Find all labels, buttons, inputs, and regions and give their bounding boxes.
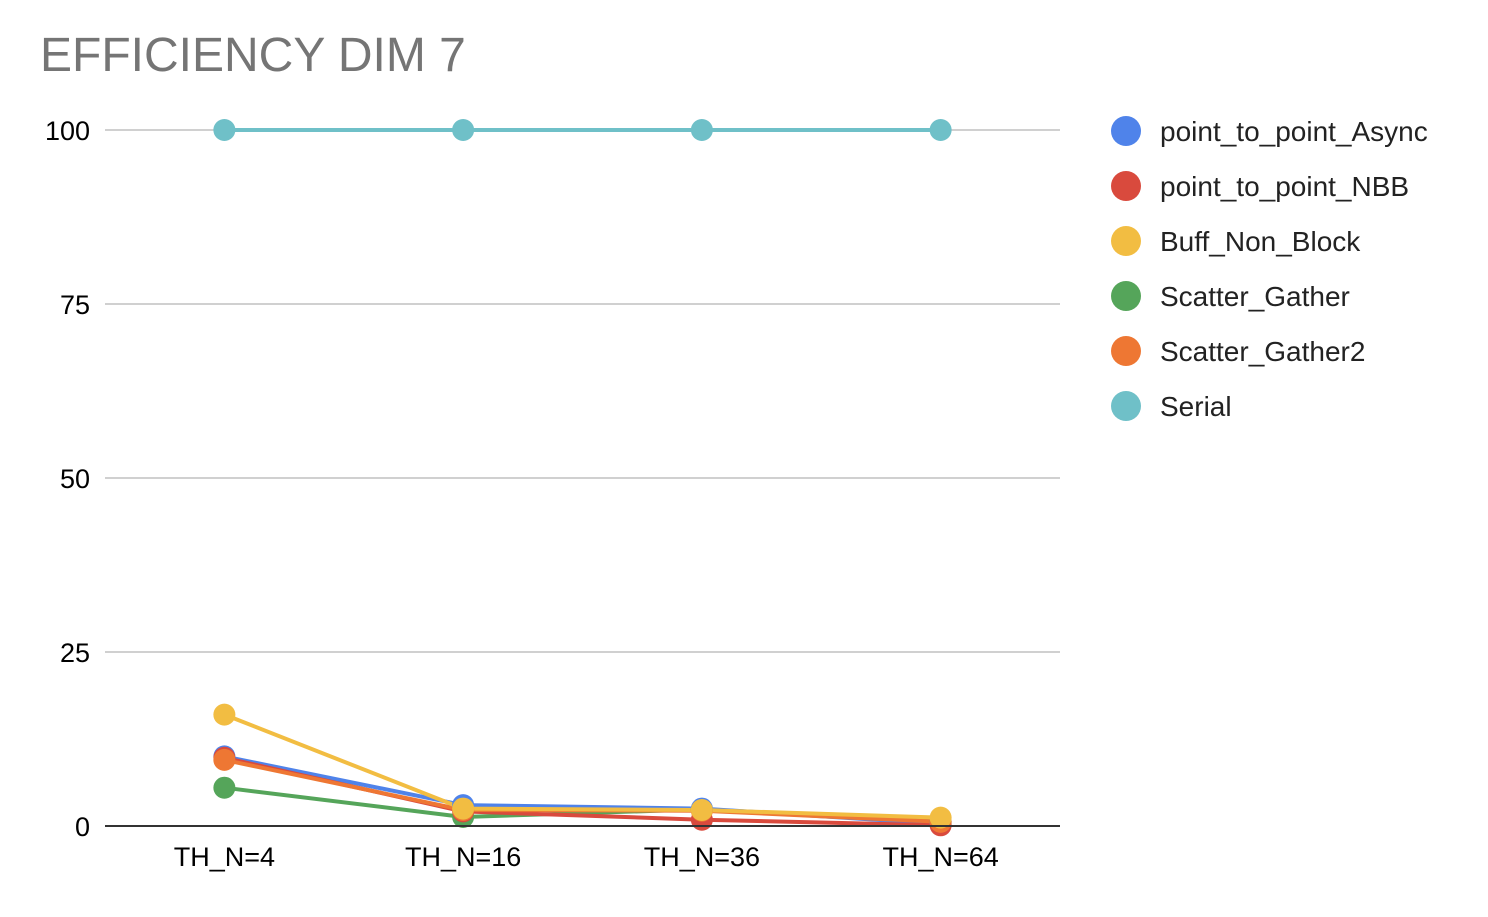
y-tick-label: 0 [75,812,90,842]
legend-swatch [1111,336,1141,366]
legend-swatch [1111,281,1141,311]
legend-swatch [1111,226,1141,256]
y-tick-label: 50 [60,464,90,494]
x-tick-label: TH_N=4 [174,842,275,872]
data-point [213,748,236,771]
y-axis-ticks: 0 25 50 75 100 [45,116,90,842]
x-tick-label: TH_N=36 [644,842,760,872]
data-point [213,776,236,799]
legend-label: point_to_point_Async [1160,116,1428,147]
data-point [452,119,475,141]
x-axis-ticks: TH_N=4 TH_N=16 TH_N=36 TH_N=64 [174,842,999,872]
legend-label: Buff_Non_Block [1160,226,1361,257]
series-lines [223,128,941,828]
y-tick-label: 75 [60,290,90,320]
y-tick-label: 100 [45,116,90,146]
legend-label: point_to_point_NBB [1160,171,1409,202]
legend-label: Scatter_Gather2 [1160,336,1365,367]
legend-swatch [1111,171,1141,201]
data-point [690,798,713,821]
legend-label: Serial [1160,391,1232,422]
series-line [223,712,941,820]
data-point [452,797,475,820]
y-tick-label: 25 [60,638,90,668]
legend-swatch [1111,116,1141,146]
data-point [213,119,236,141]
legend: point_to_point_Async point_to_point_NBB Bu… [1111,116,1428,422]
legend-swatch [1111,391,1141,421]
data-point [929,806,952,829]
x-tick-label: TH_N=64 [882,842,998,872]
data-point [690,119,713,141]
chart-title: EFFICIENCY DIM 7 [40,29,466,82]
legend-label: Scatter_Gather [1160,281,1350,312]
x-tick-label: TH_N=16 [405,842,521,872]
data-point [213,703,236,726]
data-point [929,119,952,141]
gridlines [105,129,1060,653]
